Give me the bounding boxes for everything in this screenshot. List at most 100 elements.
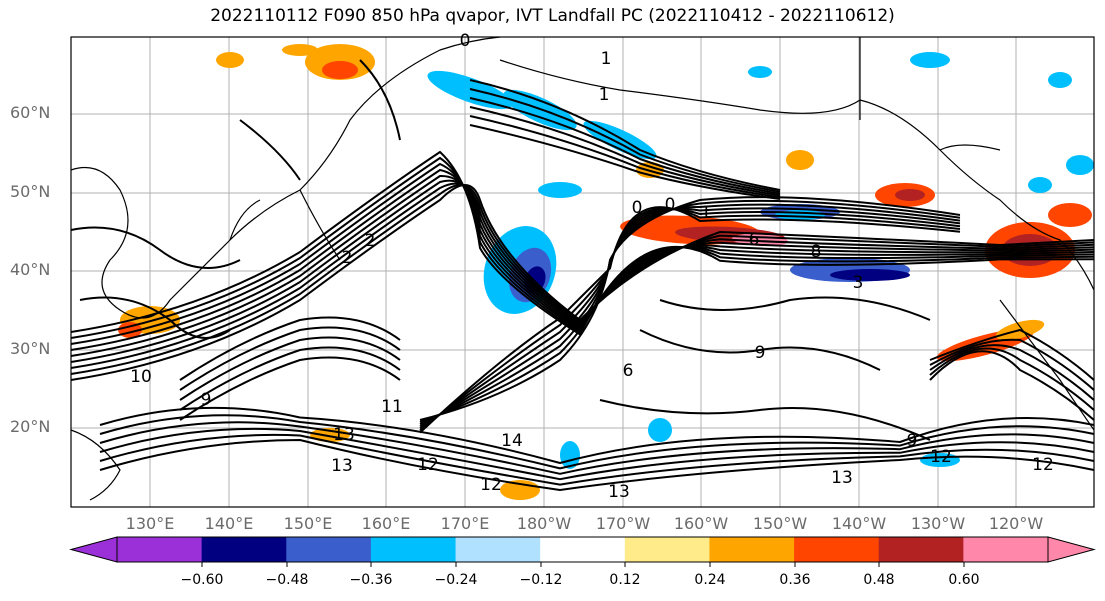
ivt-contour-line [929, 347, 1095, 411]
qvapor-anomaly-patch [282, 44, 318, 56]
contour-label: 1 [701, 203, 712, 223]
ivt-contour-line [179, 316, 401, 381]
coastline [859, 37, 1001, 151]
colorbar-tick-label: −0.60 [180, 572, 224, 588]
ivt-contour-line [70, 156, 1095, 339]
lat-tick-label: 20°N [10, 417, 51, 436]
contour-label: 9 [907, 431, 918, 451]
graticule [71, 37, 1094, 507]
ivt-contour-line [70, 168, 1095, 351]
contour-label: 9 [201, 390, 212, 410]
lat-tick-label: 50°N [10, 182, 51, 201]
contour-label: 11 [381, 397, 403, 417]
colorbar-segment [370, 537, 457, 562]
colorbar-segment [709, 537, 795, 562]
lon-tick-label: 130°E [125, 514, 175, 533]
ivt-contour-line [70, 162, 1095, 345]
contour-label: 2 [365, 231, 376, 251]
colorbar-segment [624, 537, 710, 562]
ivt-contour-line [70, 184, 1095, 375]
contour-label: 12 [930, 447, 952, 467]
coastline [999, 299, 1095, 431]
qvapor-anomaly-patch [648, 418, 672, 442]
coastline [499, 59, 1095, 291]
ivt-contour-line [70, 150, 1095, 336]
colorbar-tick-label: −0.24 [434, 572, 478, 588]
ivt-contour-line [70, 174, 1095, 357]
ivt-contour-line [599, 399, 931, 441]
contour-label: 13 [333, 425, 355, 445]
colorbar-tick-label: −0.36 [349, 572, 393, 588]
ivt-contour-line [99, 438, 1095, 492]
contour-label: 9 [755, 343, 766, 363]
ivt-contours [70, 59, 1095, 492]
qvapor-anomaly-patch [1066, 155, 1094, 175]
ivt-contour-line [179, 346, 401, 411]
qvapor-anomaly-patch [748, 66, 772, 78]
contour-label: 6 [749, 230, 760, 250]
contour-label: 0 [665, 195, 676, 215]
lon-tick-label: 140°W [831, 514, 887, 533]
ivt-contour-line [99, 421, 1095, 475]
colorbar [69, 536, 1096, 567]
contour-label: 6 [623, 361, 634, 381]
qvapor-anomaly-patch [1048, 72, 1072, 88]
coastline [70, 429, 121, 501]
contour-label: 13 [331, 456, 353, 476]
lon-tick-label: 160°W [673, 514, 729, 533]
contour-label: 8 [811, 242, 822, 262]
ivt-contour-line [99, 406, 1095, 465]
ivt-contour-line [929, 350, 1095, 421]
lon-tick-label: 140°E [204, 514, 254, 533]
ivt-contour-line [179, 336, 401, 401]
contour-label: 1 [601, 49, 612, 69]
contour-label: 13 [831, 468, 853, 488]
colorbar-tick-label: 0.36 [779, 572, 811, 588]
qvapor-anomaly-patch [910, 52, 950, 68]
ivt-contour-line [469, 106, 781, 197]
colorbar-segment [794, 537, 880, 562]
contour-label: 12 [417, 455, 439, 475]
ivt-contour-line [659, 296, 931, 321]
colorbar-segment [117, 537, 203, 562]
lat-tick-label: 30°N [10, 339, 51, 358]
colorbar-tick-label: 0.12 [609, 572, 641, 588]
ivt-contour-line [99, 427, 1095, 481]
colorbar-segment [286, 537, 372, 562]
contour-label: 2 [342, 248, 353, 268]
qvapor-anomaly-patch [500, 480, 540, 500]
ivt-contour-line [99, 414, 1095, 470]
ivt-contour-line [929, 328, 1095, 381]
colorbar-tick-label: 0.24 [694, 572, 726, 588]
qvapor-anomaly-patch [786, 150, 814, 170]
colorbar-segment [455, 537, 541, 562]
lon-tick-label: 150°E [283, 514, 333, 533]
ivt-contour-line [929, 338, 1095, 391]
qvapor-anomaly-patch [895, 189, 925, 201]
map-title: 2022110112 F090 850 hPa qvapor, IVT Land… [210, 6, 895, 26]
lon-tick-label: 130°W [910, 514, 966, 533]
qvapor-anomaly-patch [830, 269, 910, 281]
lon-tick-label: 180°W [516, 514, 572, 533]
qvapor-anomaly-patch [538, 182, 582, 198]
colorbar-outline [116, 536, 1049, 563]
ivt-contour-line [70, 184, 1095, 381]
ivt-contour-line [419, 206, 961, 434]
lat-tick-label: 40°N [10, 260, 51, 279]
ivt-contour-line [179, 356, 401, 421]
colorbar-tick-label: −0.48 [265, 572, 309, 588]
colorbar-tick-label: 0.60 [948, 572, 980, 588]
ivt-contour-line [469, 79, 781, 191]
qvapor-anomaly-patch [216, 52, 244, 68]
ivt-contour-line [469, 124, 781, 200]
ivt-contour-line [179, 326, 401, 391]
contour-label: 12 [480, 475, 502, 495]
colorbar-tick-label: 0.48 [863, 572, 895, 588]
contour-label: 14 [501, 431, 523, 451]
contour-label: 10 [130, 367, 152, 387]
coastline [70, 36, 501, 319]
qvapor-anomaly-patch [503, 89, 577, 131]
